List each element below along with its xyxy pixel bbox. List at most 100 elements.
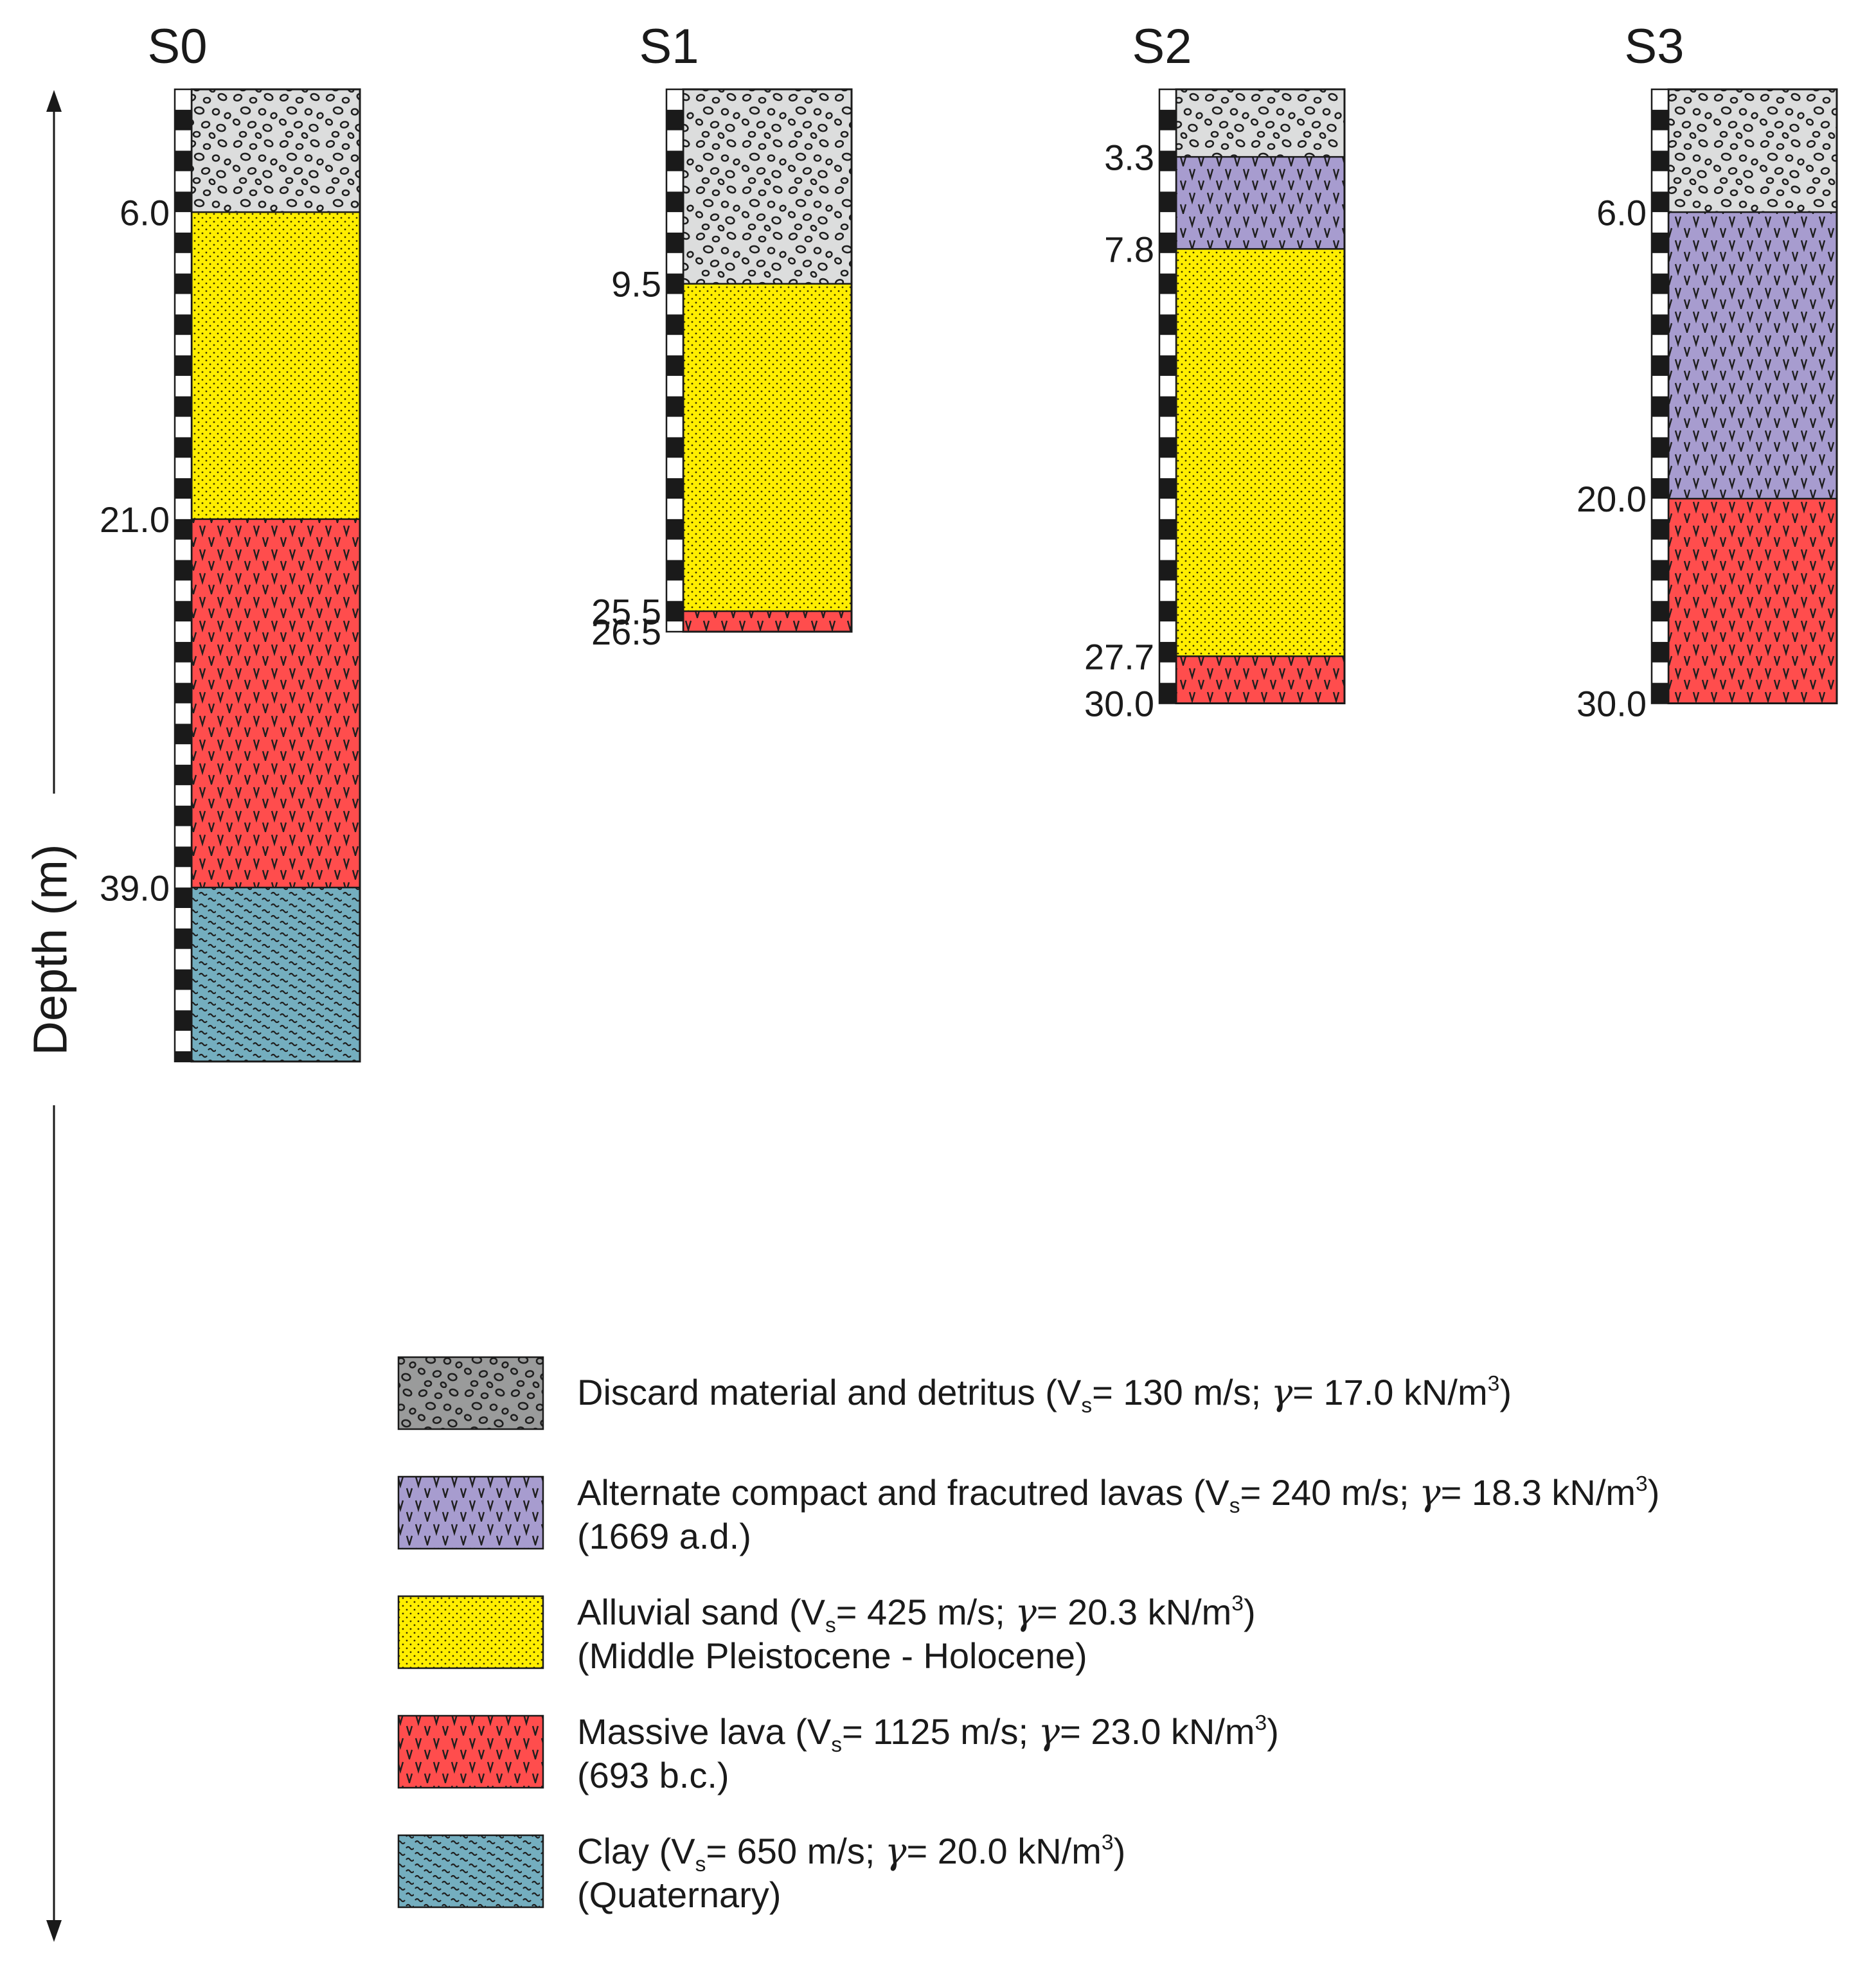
scale-segment [666, 150, 683, 172]
scale-segment [666, 314, 683, 335]
layer-pattern [1176, 89, 1344, 157]
layer-pattern [1176, 157, 1344, 249]
legend-label: Massive lava (Vs= 1125 m/s; γ= 23.0 kN/m… [577, 1711, 1279, 1757]
scale-segment [1159, 437, 1176, 458]
layer-pattern [1668, 89, 1837, 213]
scale-segment [1159, 601, 1176, 622]
scale-segment [175, 437, 192, 458]
scale-segment [175, 765, 192, 785]
layer-pattern [1176, 656, 1344, 704]
scale-segment [175, 355, 192, 376]
scale-segment [175, 560, 192, 581]
legend-swatch-pattern [397, 1834, 544, 1909]
layer-pattern [192, 212, 360, 519]
legend-swatch [397, 1714, 544, 1789]
layer-pattern [683, 283, 852, 612]
legend-age: (693 b.c.) [577, 1755, 729, 1795]
depth-label: 21.0 [100, 499, 170, 540]
legend: Discard material and detritus (Vs= 130 m… [397, 1356, 1659, 1915]
scale-segment [175, 519, 192, 540]
legend-swatch [397, 1834, 544, 1909]
scale-segment [175, 601, 192, 622]
depth-axis-arrow-up-icon [46, 90, 62, 112]
scale-segment [1159, 191, 1176, 213]
layer-pattern [1668, 499, 1837, 704]
legend-label: Alluvial sand (Vs= 425 m/s; γ= 20.3 kN/m… [577, 1592, 1256, 1637]
scale-segment [175, 724, 192, 745]
borehole-title: S0 [148, 19, 208, 74]
borehole-s3: S3 6.0 20.0 30.0 [1577, 19, 1838, 724]
scale-segment [1652, 682, 1668, 704]
scale-segment [1652, 191, 1668, 213]
scale-segment [666, 273, 683, 294]
legend-age: (Middle Pleistocene - Holocene) [577, 1635, 1087, 1676]
scale-segment [175, 969, 192, 990]
depth-axis-label: Depth (m) [24, 844, 77, 1056]
scale-segment [1652, 519, 1668, 540]
scale-segment [1652, 232, 1668, 253]
scale-segment [1159, 560, 1176, 581]
scale-segment [175, 887, 192, 908]
legend-swatch [397, 1595, 544, 1669]
depth-label: 30.0 [1577, 684, 1647, 724]
legend-item-clay: Clay (Vs= 650 m/s; γ= 20.0 kN/m3)(Quater… [397, 1831, 1125, 1915]
scale-segment [666, 396, 683, 417]
scale-segment [1652, 150, 1668, 172]
scale-segment [1159, 478, 1176, 499]
depth-label: 9.5 [611, 264, 661, 305]
legend-item-detritus: Discard material and detritus (Vs= 130 m… [397, 1356, 1512, 1430]
scale-segment [666, 191, 683, 213]
depth-label: 26.5 [591, 612, 661, 652]
scale-segment [175, 682, 192, 704]
scale-segment [1159, 150, 1176, 172]
borehole-s2: S2 3.3 7.8 27.7 30.0 [1084, 19, 1346, 724]
scale-segment [1159, 232, 1176, 253]
scale-segment [1652, 641, 1668, 663]
scale-segment [1652, 273, 1668, 294]
depth-axis: Depth (m) [24, 90, 77, 1942]
scale-segment [175, 191, 192, 213]
depth-label: 27.7 [1084, 636, 1154, 677]
borehole-title: S3 [1625, 19, 1684, 74]
scale-segment [175, 232, 192, 253]
scale-segment [1159, 273, 1176, 294]
scale-segment [1652, 396, 1668, 417]
layer-pattern [192, 887, 360, 1062]
depth-label: 6.0 [1596, 192, 1647, 233]
scale-segment [666, 437, 683, 458]
borehole-title: S1 [639, 19, 699, 74]
scale-segment [1652, 314, 1668, 335]
scale-segment [1652, 478, 1668, 499]
scale-segment [1159, 396, 1176, 417]
depth-label: 20.0 [1577, 479, 1647, 519]
legend-swatch [397, 1475, 544, 1550]
scale-segment [175, 314, 192, 335]
scale-segment [666, 560, 683, 581]
layer-pattern [192, 519, 360, 888]
layer-pattern [683, 611, 852, 632]
borehole-title: S2 [1132, 19, 1192, 74]
scale-segment [1159, 641, 1176, 663]
legend-item-alt_lava: Alternate compact and fracutred lavas (V… [397, 1472, 1659, 1556]
layer-pattern [192, 89, 360, 213]
scale-segment [175, 273, 192, 294]
scale-segment [1652, 437, 1668, 458]
scale-segment [1652, 109, 1668, 130]
legend-swatch-pattern [397, 1475, 544, 1550]
scale-segment [175, 109, 192, 130]
layer-pattern [683, 89, 852, 284]
borehole-s1: S1 9.5 25.526.5 [591, 19, 853, 652]
borehole-s0: S0 6.0 21.0 39.0 [100, 19, 361, 1063]
legend-label: Clay (Vs= 650 m/s; γ= 20.0 kN/m3) [577, 1831, 1125, 1876]
scale-segment [1652, 355, 1668, 376]
scale-segment [1159, 682, 1176, 704]
scale-segment [666, 355, 683, 376]
scale-segment [175, 478, 192, 499]
layer-pattern [1668, 212, 1837, 499]
layer-pattern [1176, 249, 1344, 657]
legend-age: (Quaternary) [577, 1874, 781, 1915]
scale-segment [1652, 560, 1668, 581]
scale-segment [175, 150, 192, 172]
scale-segment [1159, 109, 1176, 130]
